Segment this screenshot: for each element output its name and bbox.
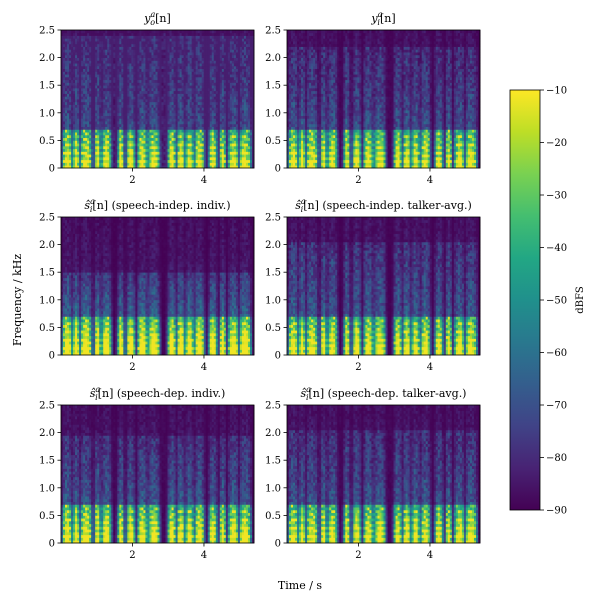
colorbar-tick-label: −20: [546, 138, 567, 149]
y-tick-label: 0.5: [265, 323, 281, 334]
y-tick-label: 2.0: [265, 428, 281, 439]
y-tick-label: 2.5: [39, 401, 55, 412]
spectrogram-panel-5: ŝa i[n] (speech-dep. indiv.) 0 0.5 1.0 1.5 2.0…: [39, 385, 254, 561]
spectrogram-image: [61, 405, 254, 543]
x-tick-label: 4: [427, 362, 433, 373]
x-tick-label: 4: [427, 550, 433, 561]
y-tick-label: 2.0: [265, 240, 281, 251]
spectrogram-panel-2: ya i[n] 0 0.5 1.0 1.5 2.0 2.5 2 4: [265, 10, 480, 186]
y-tick-label: 1.0: [265, 295, 281, 306]
y-tick-label: 2.5: [265, 401, 281, 412]
title-index: [n]: [303, 199, 319, 212]
y-tick-label: 1.5: [39, 81, 55, 92]
spectrogram-panel-6: ŝa i[n] (speech-dep. talker-avg.) 0 0.5 1.0 1…: [265, 385, 480, 561]
y-tick-label: 2.0: [265, 53, 281, 64]
x-tick-label: 2: [129, 550, 135, 561]
y-tick-label: 0.5: [265, 511, 281, 522]
y-tick-label: 1.5: [39, 268, 55, 279]
y-tick-label: 0.5: [39, 136, 55, 147]
colorbar-label: dBFS: [575, 286, 586, 314]
x-tick-label: 4: [201, 362, 207, 373]
x-tick-label: 4: [201, 550, 207, 561]
colorbar-tick-label: −60: [546, 348, 567, 359]
x-tick-label: 2: [129, 175, 135, 186]
x-tick-label: 2: [355, 175, 361, 186]
y-tick-label: 0.5: [39, 323, 55, 334]
x-tick-label: 4: [201, 175, 207, 186]
y-axis-label: Frequency / kHz: [11, 254, 24, 346]
x-tick-label: 4: [427, 175, 433, 186]
panel-title: ŝa i[n] (speech-dep. indiv.): [90, 385, 226, 402]
spectrogram-panel-3: ŝa i[n] (speech-indep. indiv.) 0 0.5 1.0 1.5 2…: [39, 197, 254, 373]
x-tick-label: 2: [355, 362, 361, 373]
title-note: (speech-indep. talker-avg.): [319, 199, 472, 212]
y-tick-label: 1.0: [265, 108, 281, 119]
y-tick-label: 1.5: [265, 81, 281, 92]
colorbar-tick-label: −50: [546, 296, 567, 307]
colorbar-gradient: [510, 90, 540, 510]
y-tick-label: 1.0: [39, 295, 55, 306]
y-tick-label: 0: [49, 164, 55, 175]
y-tick-label: 2.5: [39, 213, 55, 224]
y-tick-label: 2.0: [39, 240, 55, 251]
y-tick-label: 0: [49, 351, 55, 362]
title-index: [n]: [155, 12, 171, 25]
title-note: (speech-dep. talker-avg.): [324, 387, 466, 400]
panel-title: ŝa i[n] (speech-dep. talker-avg.): [301, 385, 467, 402]
x-axis-label: Time / s: [278, 579, 322, 592]
x-tick-label: 2: [355, 550, 361, 561]
title-index: [n]: [380, 12, 396, 25]
y-tick-label: 1.0: [39, 483, 55, 494]
spectrogram-image: [287, 217, 480, 355]
panels-group: ya o[n] 0 0.5 1.0 1.5 2.0 2.5 2 4 ya i[n] 0 0.5 1.0 1.5…: [39, 10, 480, 561]
spectrogram-panel-1: ya o[n] 0 0.5 1.0 1.5 2.0 2.5 2 4: [39, 10, 254, 186]
y-tick-label: 1.5: [265, 268, 281, 279]
y-tick-label: 1.5: [39, 456, 55, 467]
y-tick-label: 0.5: [265, 136, 281, 147]
panel-title: ya o[n]: [143, 10, 171, 27]
colorbar-tick-label: −90: [546, 506, 567, 517]
y-tick-label: 1.5: [265, 456, 281, 467]
colorbar: −10 −20 −30 −40 −50 −60 −70 −80 −90 dBFS: [510, 86, 586, 517]
spectrogram-panel-4: ŝa i[n] (speech-indep. talker-avg.) 0 0.5 1.…: [265, 197, 480, 373]
panel-title: ŝa i[n] (speech-indep. indiv.): [84, 197, 230, 214]
y-tick-label: 2.5: [265, 26, 281, 37]
spectrogram-image: [287, 405, 480, 543]
title-note: (speech-dep. indiv.): [113, 387, 225, 400]
title-index: [n]: [92, 199, 108, 212]
y-tick-label: 1.0: [265, 483, 281, 494]
title-index: [n]: [309, 387, 325, 400]
y-tick-label: 0: [275, 351, 281, 362]
spectrogram-image: [61, 30, 254, 168]
colorbar-tick-label: −70: [546, 401, 567, 412]
colorbar-tick-label: −30: [546, 191, 567, 202]
y-tick-label: 0.5: [39, 511, 55, 522]
colorbar-tick-label: −40: [546, 243, 567, 254]
panel-title: ŝa i[n] (speech-indep. talker-avg.): [295, 197, 472, 214]
spectrogram-image: [287, 30, 480, 168]
y-tick-label: 2.5: [265, 213, 281, 224]
spectrogram-image: [61, 217, 254, 355]
colorbar-tick-label: −80: [546, 453, 567, 464]
x-tick-label: 2: [129, 362, 135, 373]
y-tick-label: 0: [275, 164, 281, 175]
y-tick-label: 0: [49, 539, 55, 550]
title-note: (speech-indep. indiv.): [108, 199, 231, 212]
y-tick-label: 2.0: [39, 428, 55, 439]
title-index: [n]: [98, 387, 114, 400]
y-tick-label: 0: [275, 539, 281, 550]
y-tick-label: 2.5: [39, 26, 55, 37]
y-tick-label: 2.0: [39, 53, 55, 64]
y-tick-label: 1.0: [39, 108, 55, 119]
panel-title: ya i[n]: [370, 10, 395, 27]
colorbar-tick-label: −10: [546, 86, 567, 97]
